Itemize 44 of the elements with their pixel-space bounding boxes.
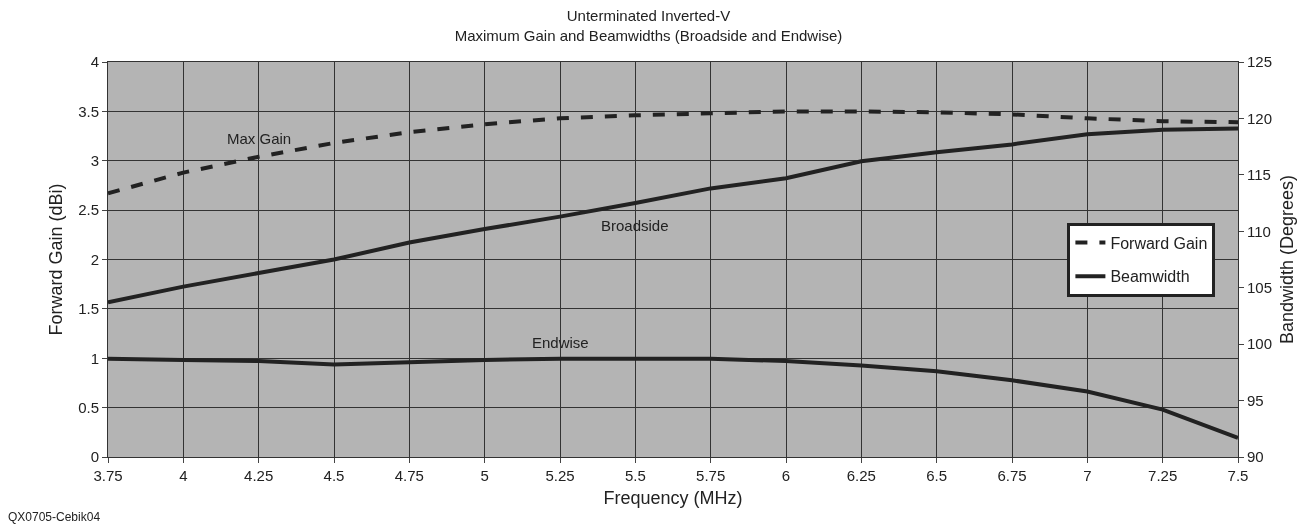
- y2-tick-label: 125: [1247, 53, 1273, 71]
- line-series: [108, 109, 1238, 196]
- y-tick-label: 1: [90, 349, 99, 367]
- x-tick-label: 5.5: [624, 467, 646, 484]
- y2-axis-title: Bandwidth (Degrees): [1277, 174, 1297, 345]
- y-tick-label: 4: [90, 53, 99, 71]
- y-tick-label: 2.5: [78, 201, 99, 219]
- y-tick-label: 0: [90, 448, 99, 466]
- y2-tick-label: 120: [1247, 109, 1273, 127]
- x-tick-label: 6.5: [926, 467, 948, 484]
- x-tick-label: 7: [1083, 467, 1092, 484]
- chart-title: Unterminated Inverted-V Maximum Gain and Beamwidths (Broadside and Endwise): [454, 7, 843, 44]
- y2-tick-label: 115: [1247, 166, 1271, 184]
- x-tick-label: 7.5: [1227, 467, 1249, 484]
- y2-tick-label: 105: [1247, 278, 1273, 296]
- y-tick-label: 2: [90, 250, 99, 268]
- legend-label: Forward Gain: [1110, 234, 1208, 252]
- legend-label: Beamwidth: [1110, 268, 1190, 286]
- x-tick-label: 4: [179, 467, 188, 484]
- line-series: [108, 356, 1238, 440]
- x-tick-label: 7.25: [1148, 467, 1178, 484]
- y2-tick-label: 95: [1247, 391, 1264, 409]
- x-tick-label: 3.75: [93, 467, 123, 484]
- y-tick-label: 3: [90, 152, 99, 169]
- line-series: [108, 126, 1238, 305]
- y2-tick-label: 100: [1247, 335, 1273, 353]
- y-tick-label: 1.5: [78, 300, 99, 318]
- x-tick-label: 5.75: [696, 467, 726, 484]
- x-tick-label: 4.5: [323, 467, 345, 484]
- y2-tick-label: 90: [1247, 448, 1264, 466]
- y-tick-label: 3.5: [78, 102, 99, 120]
- y-tick-label: 0.5: [78, 398, 99, 416]
- x-axis-title: Frequency (MHz): [603, 488, 743, 509]
- x-tick-label: 5.25: [545, 467, 575, 484]
- x-tick-label: 6.25: [846, 467, 876, 484]
- text: QX0705-Cebik04: [8, 510, 101, 524]
- x-tick-label: 6.75: [997, 467, 1027, 484]
- x-tick-label: 4.25: [244, 467, 274, 484]
- y2-tick-label: 110: [1247, 222, 1271, 240]
- annotation: Max Gain: [227, 130, 292, 147]
- x-tick-label: 4.75: [394, 467, 424, 484]
- y-axis-title: Forward Gain (dBi): [46, 183, 66, 336]
- x-tick-label: 6: [781, 467, 791, 484]
- x-tick-label: 5: [480, 467, 489, 484]
